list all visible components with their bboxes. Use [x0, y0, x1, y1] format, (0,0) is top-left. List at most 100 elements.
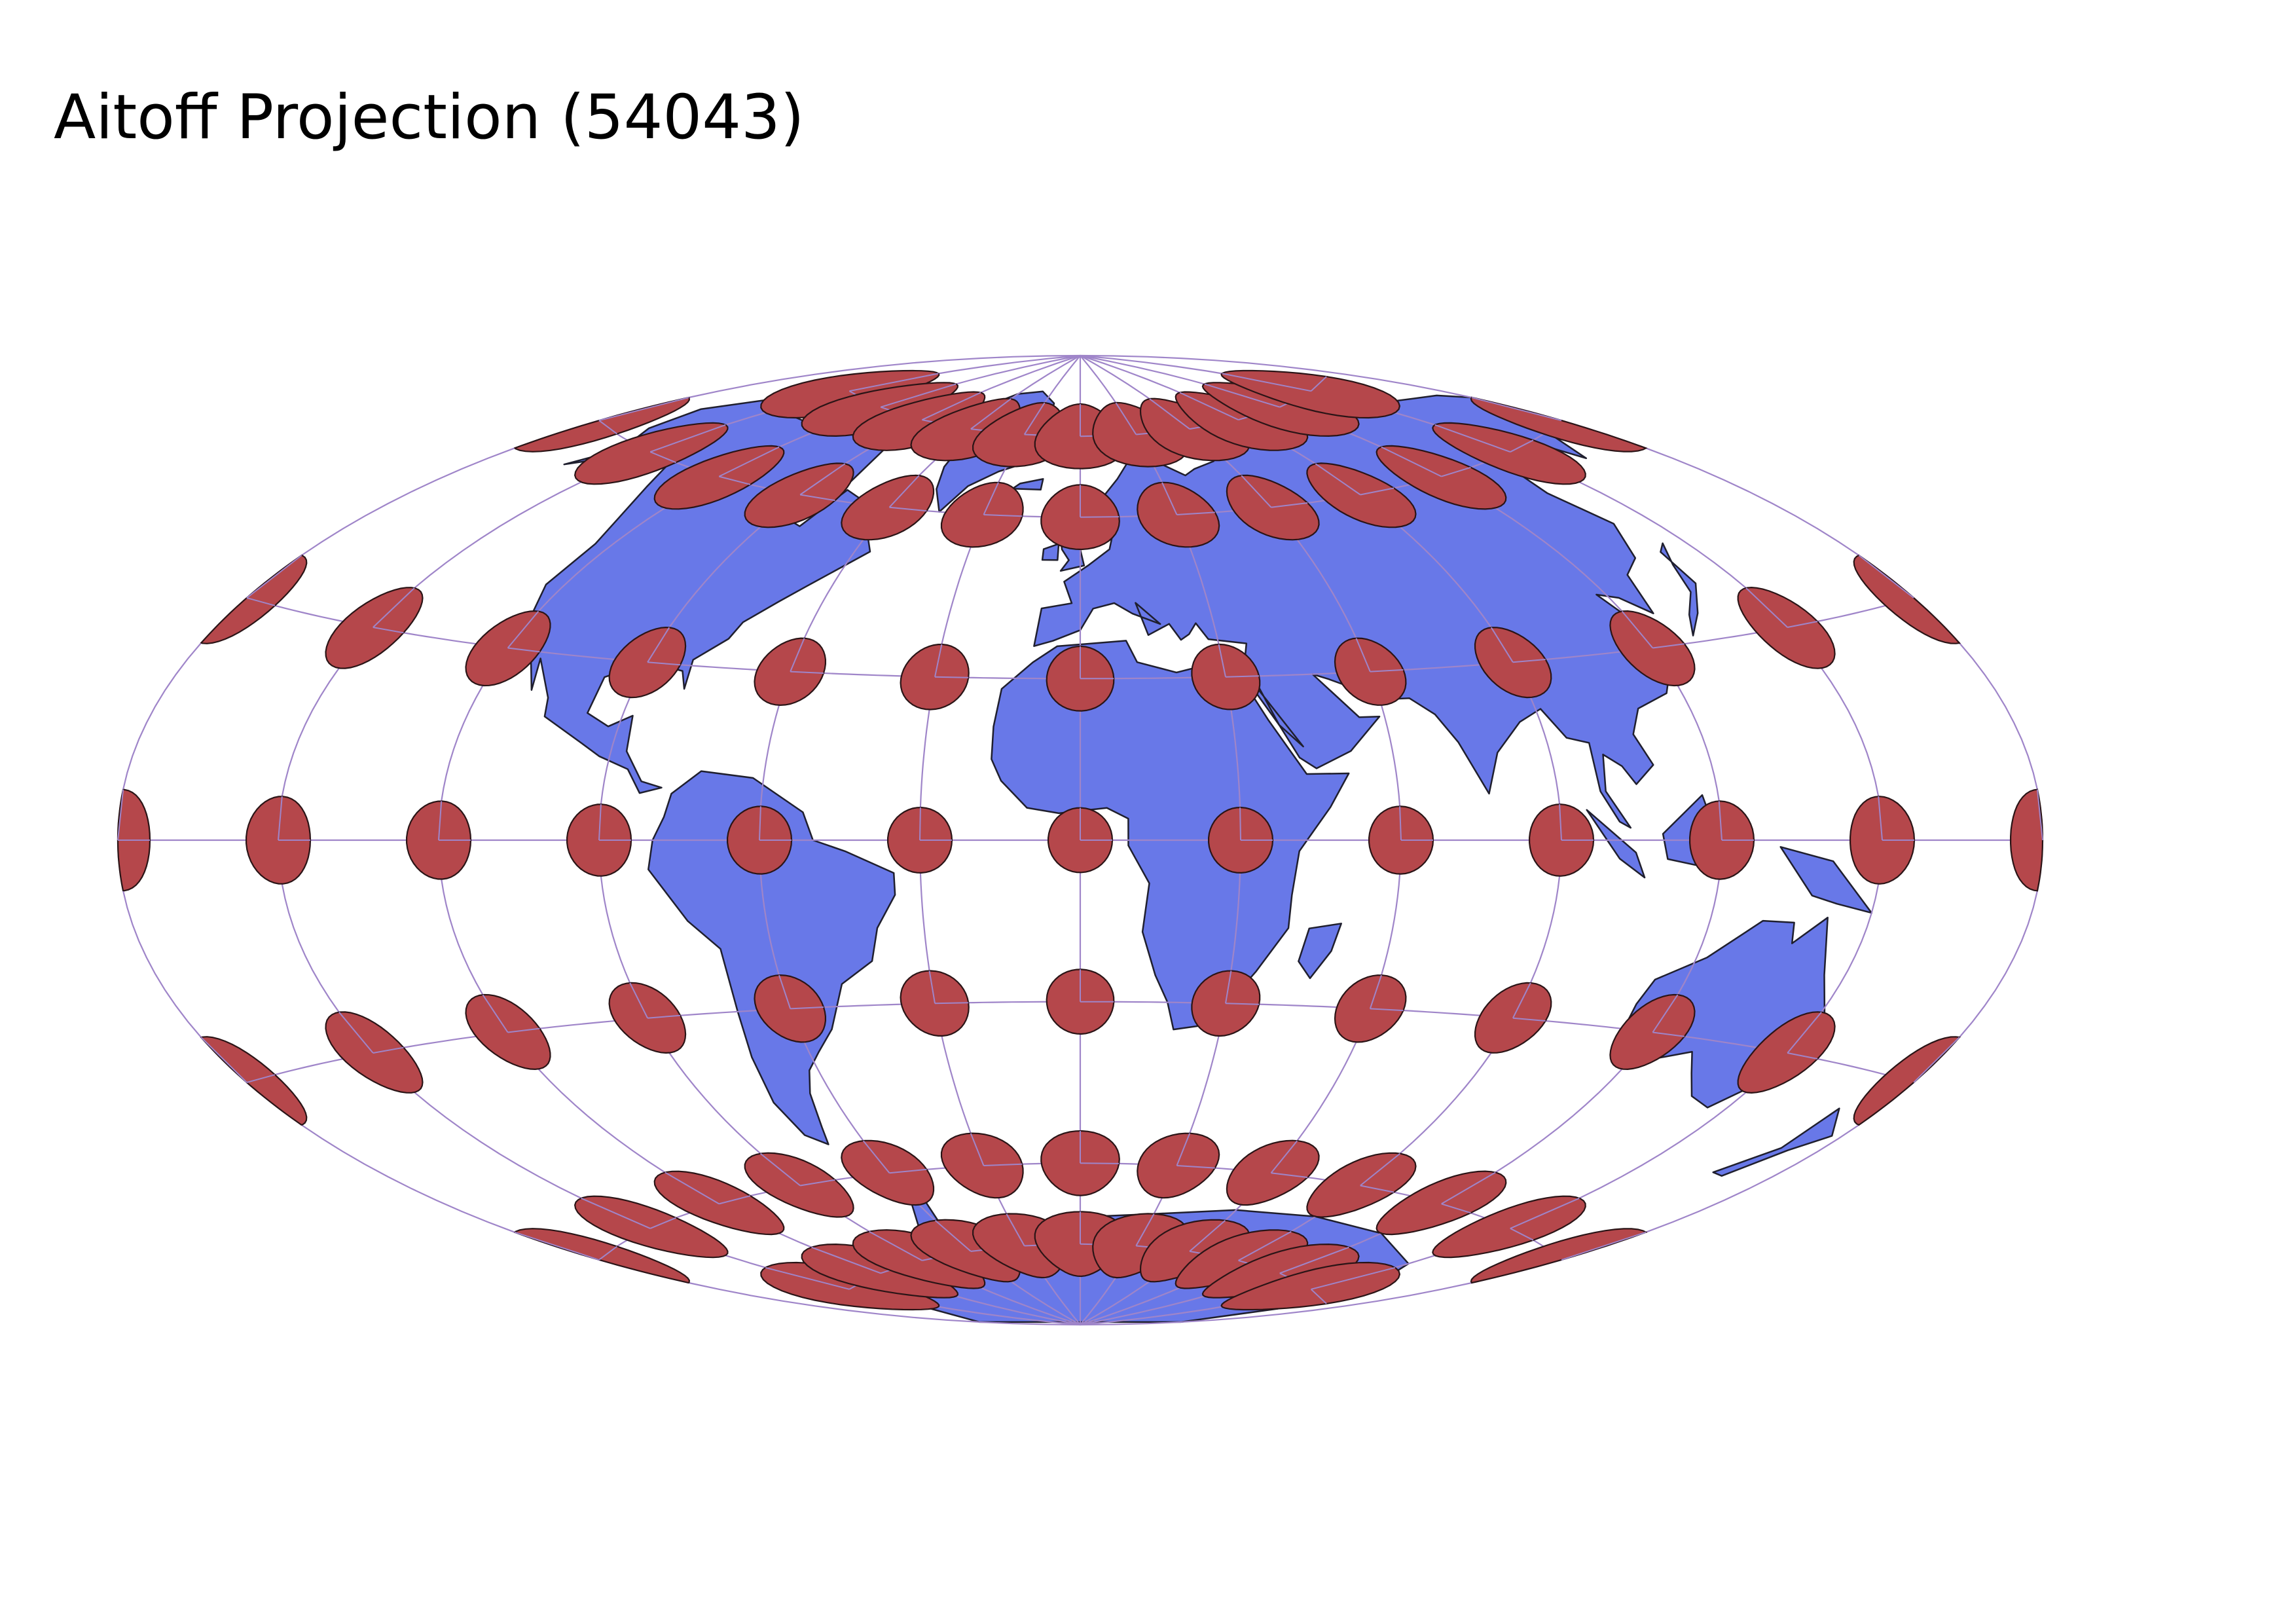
- indicatrix-axis: [1512, 982, 1531, 1019]
- indicatrix-axis: [934, 644, 943, 677]
- indicatrix-axis: [1441, 1203, 1471, 1214]
- indicatrix-axis: [1370, 669, 1404, 673]
- indicatrix-axis: [246, 555, 302, 599]
- indicatrix-axis: [1271, 1172, 1308, 1178]
- indicatrix-axis: [200, 1037, 247, 1083]
- indicatrix-axis: [1176, 511, 1215, 515]
- indicatrix-axis: [811, 1246, 881, 1274]
- indicatrix-axis: [880, 383, 957, 408]
- landmass-south-america: [647, 770, 896, 1145]
- indicatrix-axis: [1745, 587, 1788, 628]
- tissot-indicatrix: [653, 445, 785, 510]
- indicatrix-axis: [1360, 1185, 1394, 1193]
- indicatrix-axis: [1176, 1133, 1191, 1166]
- indicatrix-axis: [869, 1230, 922, 1261]
- indicatrix-axis: [1023, 402, 1046, 435]
- indicatrix-axis: [1360, 487, 1394, 496]
- indicatrix-axis: [1271, 502, 1308, 508]
- tissot-indicatrix: [1432, 1195, 1586, 1259]
- landmass-iceland: [1011, 478, 1044, 491]
- indicatrix-axis: [507, 1027, 540, 1033]
- indicatrix-axis: [934, 1219, 972, 1252]
- indicatrix-axis: [759, 806, 761, 841]
- indicatrix-axis: [1204, 383, 1281, 408]
- landmass-new-zealand: [1712, 1107, 1840, 1177]
- indicatrix-axis: [1652, 1031, 1685, 1037]
- indicatrix-axis: [889, 506, 927, 512]
- indicatrix-axis: [649, 424, 726, 453]
- indicatrix-axis: [1310, 1289, 1327, 1304]
- landmass-new-guinea: [1779, 846, 1873, 914]
- indicatrix-axis: [800, 494, 835, 502]
- indicatrix-axis: [647, 1014, 681, 1019]
- indicatrix-axis: [1189, 1219, 1226, 1252]
- landmass-japan: [1660, 542, 1699, 637]
- indicatrix-axis: [1369, 974, 1382, 1009]
- map-title: Aitoff Projection (54043): [54, 82, 805, 153]
- indicatrix-axis: [1561, 1231, 1647, 1261]
- indicatrix-axis: [647, 661, 681, 666]
- indicatrix-axis: [1279, 1246, 1349, 1274]
- indicatrix-axis: [598, 420, 617, 435]
- indicatrix-axis: [790, 671, 824, 674]
- indicatrix-axis: [507, 610, 539, 649]
- indicatrix-axis: [928, 970, 936, 1004]
- indicatrix-axis: [514, 1231, 600, 1261]
- indicatrix-axis: [921, 392, 981, 421]
- indicatrix-axis: [1241, 475, 1272, 508]
- tissot-indicatrix: [841, 474, 935, 541]
- indicatrix-axis: [970, 398, 1011, 430]
- indicatrix-axis: [1787, 1052, 1818, 1060]
- indicatrix-axis: [1310, 376, 1327, 392]
- indicatrix-axis: [647, 627, 670, 663]
- indicatrix-axis: [849, 373, 939, 392]
- tissot-indicatrix: [1139, 397, 1250, 462]
- tissot-indicatrix: [940, 481, 1024, 548]
- indicatrix-axis: [799, 463, 846, 496]
- tissot-indicatrix: [760, 1261, 940, 1311]
- indicatrix-axis: [338, 1012, 374, 1054]
- indicatrix-axis: [482, 994, 509, 1033]
- tissot-indicatrix: [653, 1170, 785, 1236]
- indicatrix-axis: [862, 1140, 890, 1173]
- indicatrix-axis: [983, 1163, 1023, 1166]
- indicatrix-axis: [598, 804, 602, 841]
- indicatrix-axis: [1360, 1153, 1401, 1187]
- landmass-sumatra: [1586, 809, 1646, 879]
- tissot-indicatrix: [940, 1132, 1024, 1199]
- tissot-indicatrix: [1609, 610, 1696, 687]
- indicatrix-axis: [1512, 659, 1546, 663]
- indicatrix-axis: [1115, 402, 1137, 435]
- tissot-indicatrix: [754, 637, 827, 707]
- indicatrix-axis: [649, 1217, 676, 1229]
- indicatrix-axis: [1225, 1003, 1260, 1005]
- indicatrix-axis: [1878, 796, 1883, 841]
- indicatrix-axis: [1858, 555, 1914, 599]
- indicatrix-axis: [629, 982, 648, 1019]
- indicatrix-axis: [598, 1246, 617, 1261]
- indicatrix-axis: [719, 475, 751, 485]
- indicatrix-axis: [373, 587, 415, 628]
- indicatrix-axis: [759, 1153, 801, 1187]
- indicatrix-axis: [1222, 373, 1311, 392]
- indicatrix-axis: [1512, 1017, 1546, 1022]
- indicatrix-axis: [983, 514, 1023, 517]
- indicatrix-axis: [1176, 1165, 1215, 1169]
- indicatrix-axis: [1399, 806, 1402, 841]
- indicatrix-axis: [1510, 1228, 1534, 1241]
- tissot-indicatrix: [1737, 586, 1836, 669]
- indicatrix-axis: [970, 1133, 985, 1166]
- indicatrix-axis: [1239, 807, 1241, 841]
- indicatrix-axis: [1135, 1213, 1155, 1246]
- tissot-indicatrix: [1139, 1219, 1250, 1283]
- tissot-indicatrix: [1376, 445, 1507, 510]
- landmass-ireland: [1041, 543, 1060, 561]
- indicatrix-axis: [1225, 970, 1232, 1004]
- tissot-indicatrix: [1853, 554, 1961, 644]
- indicatrix-axis: [1652, 643, 1685, 649]
- tissot-indicatrix: [608, 626, 687, 699]
- indicatrix-axis: [1559, 804, 1562, 841]
- indicatrix-axis: [507, 647, 540, 653]
- indicatrix-axis: [1787, 621, 1818, 628]
- indicatrix-axis: [1311, 1266, 1396, 1290]
